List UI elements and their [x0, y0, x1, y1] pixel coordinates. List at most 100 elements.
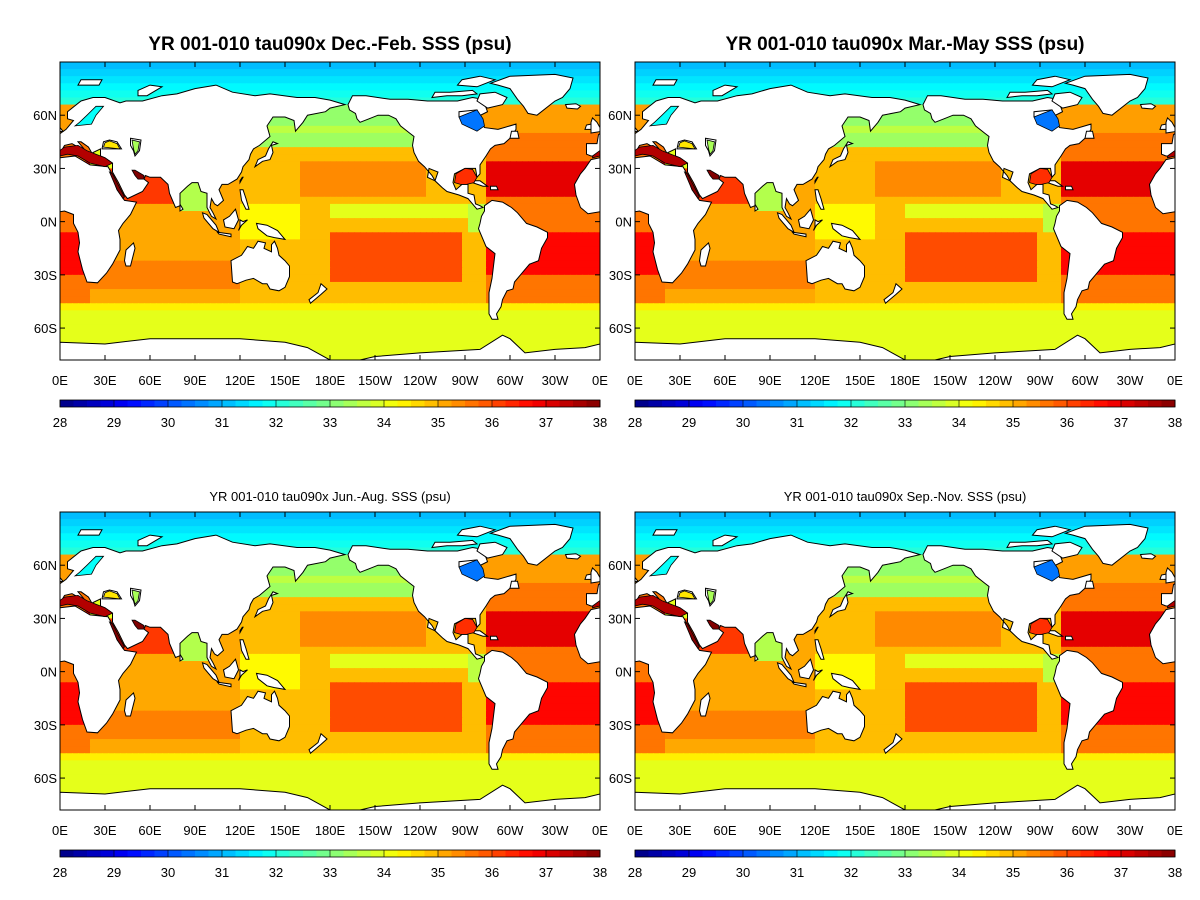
sss-cell: [1151, 83, 1158, 91]
sss-cell: [564, 324, 571, 333]
sss-cell: [1145, 62, 1152, 70]
sss-cell: [324, 274, 331, 283]
sss-cell: [72, 310, 79, 319]
sss-cell: [534, 324, 541, 333]
sss-cell: [420, 317, 427, 326]
colorbar: 28 29 30 31 32 33 34 35 36 37 38: [53, 399, 607, 430]
sss-cell: [372, 303, 379, 311]
sss-cell: [474, 310, 481, 319]
sss-cell: [1163, 104, 1170, 113]
sss-cell: [713, 69, 720, 77]
sss-cell: [60, 97, 67, 106]
sss-cell: [390, 281, 397, 290]
sss-cell: [66, 90, 73, 99]
colorbar-segment: [384, 400, 398, 407]
sss-cell: [312, 331, 319, 340]
sss-cell: [911, 132, 918, 141]
sss-cell: [168, 211, 175, 219]
sss-cell: [540, 246, 547, 255]
sss-cell: [899, 69, 906, 77]
sss-cell: [576, 324, 583, 333]
sss-cell: [318, 274, 325, 283]
sss-cell: [222, 289, 229, 297]
sss-cell: [276, 310, 283, 319]
sss-cell: [288, 281, 295, 290]
sss-cell: [132, 203, 139, 212]
sss-cell: [935, 62, 942, 70]
sss-cell: [1067, 118, 1074, 127]
sss-cell: [540, 111, 547, 120]
sss-cell: [498, 168, 505, 177]
sss-cell: [917, 69, 924, 77]
sss-cell: [78, 310, 85, 319]
sss-cell: [791, 69, 798, 77]
sss-cell: [1073, 83, 1080, 91]
sss-cell: [474, 69, 481, 77]
sss-cell: [294, 211, 301, 219]
sss-cell: [372, 161, 379, 170]
sss-cell: [402, 161, 409, 170]
sss-cell: [540, 189, 547, 198]
sss-cell: [558, 62, 565, 70]
sss-cell: [60, 274, 67, 283]
sss-cell: [216, 289, 223, 297]
sss-cell: [1013, 69, 1020, 77]
sss-cell: [306, 310, 313, 319]
sss-cell: [456, 260, 463, 269]
sss-cell: [576, 203, 583, 212]
sss-cell: [731, 90, 738, 99]
sss-cell: [695, 69, 702, 77]
sss-cell: [534, 289, 541, 297]
sss-cell: [96, 62, 103, 70]
sss-cell: [486, 62, 493, 70]
sss-cell: [540, 168, 547, 177]
sss-cell: [156, 203, 163, 212]
sss-cell: [360, 352, 367, 360]
sss-cell: [408, 296, 415, 304]
sss-cell: [432, 69, 439, 77]
sss-cell: [378, 225, 385, 233]
sss-cell: [378, 196, 385, 205]
sss-cell: [210, 232, 217, 240]
sss-cell: [138, 253, 145, 262]
sss-cell: [1019, 62, 1026, 70]
sss-cell: [546, 104, 553, 113]
sss-cell: [306, 168, 313, 177]
sss-cell: [306, 338, 313, 347]
sss-cell: [300, 161, 307, 170]
sss-cell: [510, 97, 517, 106]
sss-cell: [174, 260, 181, 269]
sss-cell: [336, 90, 343, 99]
sss-cell: [725, 76, 732, 84]
sss-cell: [330, 246, 337, 255]
sss-cell: [192, 324, 199, 333]
land-greenland: [488, 73, 574, 116]
sss-cell: [84, 90, 91, 99]
sss-cell: [845, 118, 852, 127]
sss-cell: [516, 111, 523, 120]
sss-cell: [180, 239, 187, 248]
sss-cell: [306, 90, 313, 99]
sss-cell: [270, 196, 277, 205]
sss-cell: [246, 182, 253, 191]
sss-cell: [929, 118, 936, 127]
sss-cell: [456, 267, 463, 276]
sss-cell: [174, 310, 181, 319]
sss-cell: [252, 281, 259, 290]
sss-cell: [312, 69, 319, 77]
sss-cell: [120, 62, 127, 70]
sss-cell: [276, 147, 283, 155]
sss-cell: [833, 90, 840, 99]
sss-cell: [150, 289, 157, 297]
sss-cell: [564, 125, 571, 134]
sss-cell: [558, 189, 565, 198]
sss-cell: [510, 189, 517, 198]
sss-cell: [180, 281, 187, 290]
sss-cell: [96, 303, 103, 311]
sss-cell: [360, 338, 367, 347]
sss-cell: [414, 310, 421, 319]
sss-cell: [420, 76, 427, 84]
sss-cell: [474, 331, 481, 340]
sss-cell: [354, 161, 361, 170]
sss-cell: [186, 182, 193, 191]
